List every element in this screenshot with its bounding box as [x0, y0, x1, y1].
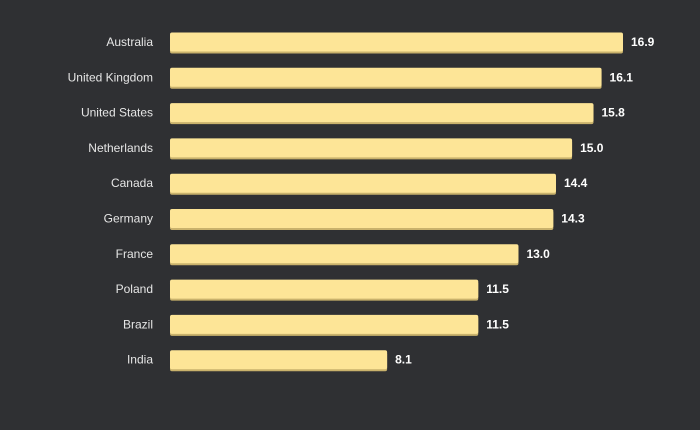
- bar: [170, 244, 519, 264]
- category-label: Brazil: [123, 317, 153, 331]
- bar: [170, 350, 388, 370]
- value-label: 16.9: [631, 35, 655, 49]
- value-label: 15.0: [580, 141, 604, 155]
- category-label: Netherlands: [88, 141, 153, 155]
- value-label: 11.5: [486, 317, 509, 331]
- bar-group: Netherlands 15.0: [88, 138, 604, 160]
- bar-group: India 8.1: [127, 350, 412, 372]
- bar: [170, 32, 623, 52]
- category-label: Germany: [104, 212, 153, 226]
- bar-group: France 13.0: [116, 244, 550, 266]
- bar-group: Poland 11.5: [116, 279, 509, 301]
- value-label: 16.1: [610, 70, 634, 84]
- category-label: United Kingdom: [68, 70, 153, 84]
- value-label: 15.8: [602, 106, 626, 120]
- value-label: 13.0: [526, 247, 550, 261]
- bar-group: United States 15.8: [81, 103, 626, 125]
- category-label: Poland: [116, 282, 153, 296]
- bar: [170, 173, 556, 193]
- value-label: 14.3: [561, 212, 585, 226]
- bar-group: Australia 16.9: [106, 32, 655, 54]
- value-label: 11.5: [486, 282, 509, 296]
- bar-group: United Kingdom 16.1: [68, 67, 634, 89]
- category-label: India: [127, 353, 153, 367]
- bar: [170, 103, 594, 123]
- bar: [170, 209, 554, 228]
- bar-group: Brazil 11.5: [123, 314, 509, 336]
- bar: [170, 138, 573, 158]
- category-label: Australia: [106, 35, 153, 49]
- bar-group: Canada 14.4: [111, 173, 588, 195]
- bar: [170, 314, 479, 334]
- category-label: United States: [81, 106, 153, 120]
- category-label: Canada: [111, 176, 153, 190]
- bar: [170, 67, 602, 87]
- value-label: 14.4: [564, 176, 588, 190]
- category-label: France: [116, 247, 154, 261]
- bar-group: Germany 14.3: [104, 209, 585, 230]
- value-label: 8.1: [395, 353, 412, 367]
- bar: [170, 279, 479, 299]
